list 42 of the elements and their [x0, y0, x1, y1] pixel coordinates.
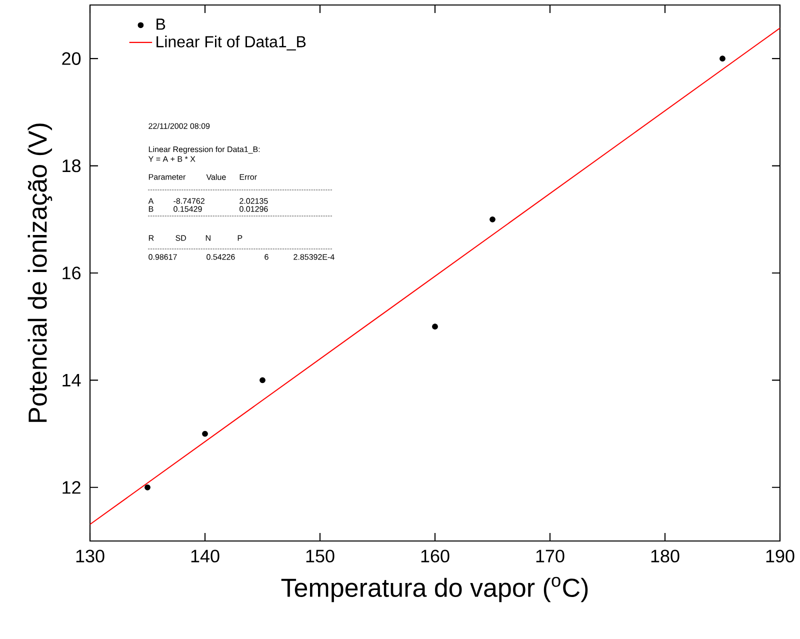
x-tick-label: 160 [421, 550, 450, 562]
annotation: 0.98617 [148, 254, 177, 260]
x-tick-label: 180 [651, 550, 680, 562]
y-tick-label: 20 [62, 52, 81, 65]
legend-label: Linear Fit of Data1_B [156, 36, 306, 50]
x-tick-label: 140 [191, 550, 220, 562]
x-tick-label: 190 [766, 550, 794, 562]
annotation: 0.54226 [206, 254, 235, 260]
y-tick-label: 18 [62, 159, 81, 172]
annotation: P [238, 235, 242, 241]
annotation: N [206, 235, 210, 241]
annotation: -8.74762 [174, 198, 204, 204]
annotation: Value [206, 174, 226, 180]
annotation: 6 [264, 254, 268, 260]
annotation: Y = A + B * X [148, 156, 196, 162]
point [202, 430, 208, 437]
annotation: B [148, 206, 154, 212]
point [490, 216, 496, 222]
x-tick-label: 170 [536, 550, 564, 562]
point [720, 56, 726, 62]
y-tick-label: 16 [62, 266, 81, 280]
annotation: 0.15429 [174, 206, 202, 212]
annotation: SD [176, 235, 186, 241]
point [260, 377, 266, 384]
annotation: A [148, 198, 154, 204]
annotation: Linear Regression for Data1_B: [148, 146, 260, 154]
annotation: Error [240, 174, 257, 180]
x-tick-label: 130 [76, 550, 104, 562]
annotation: 0.01296 [240, 206, 268, 212]
y-tick-label: 12 [62, 481, 80, 494]
legend-label: B [156, 18, 166, 30]
annotation: 2.85392E-4 [294, 254, 334, 260]
annotation: R [148, 235, 154, 241]
x-tick-label: 150 [306, 550, 334, 562]
y-tick-label: 14 [62, 374, 81, 386]
annotation: Parameter [148, 174, 186, 180]
annotation: 2.02135 [240, 198, 268, 204]
annotation: 22/11/2002 08:09 [148, 123, 210, 129]
x-axis-title: Temperatura do vapor ($^{o}$C) [281, 576, 588, 602]
point [432, 324, 438, 330]
y-axis-title: Potencial de ionização (V) [28, 124, 52, 422]
point [144, 484, 150, 490]
